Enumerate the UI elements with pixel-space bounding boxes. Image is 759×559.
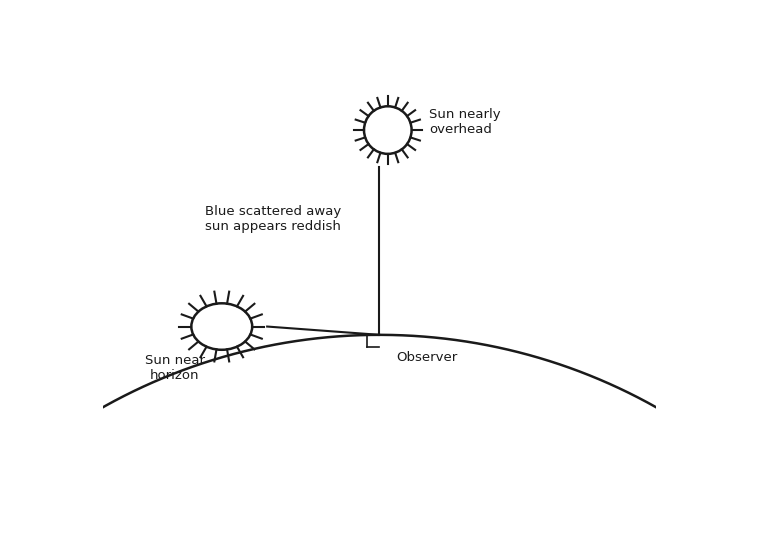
Text: Blue scattered away
sun appears reddish: Blue scattered away sun appears reddish xyxy=(205,205,342,233)
Text: Observer: Observer xyxy=(396,352,458,364)
Ellipse shape xyxy=(191,304,252,350)
Text: Sun nearly
overhead: Sun nearly overhead xyxy=(430,108,501,136)
Circle shape xyxy=(364,106,411,154)
Text: Sun near
horizon: Sun near horizon xyxy=(145,354,205,382)
